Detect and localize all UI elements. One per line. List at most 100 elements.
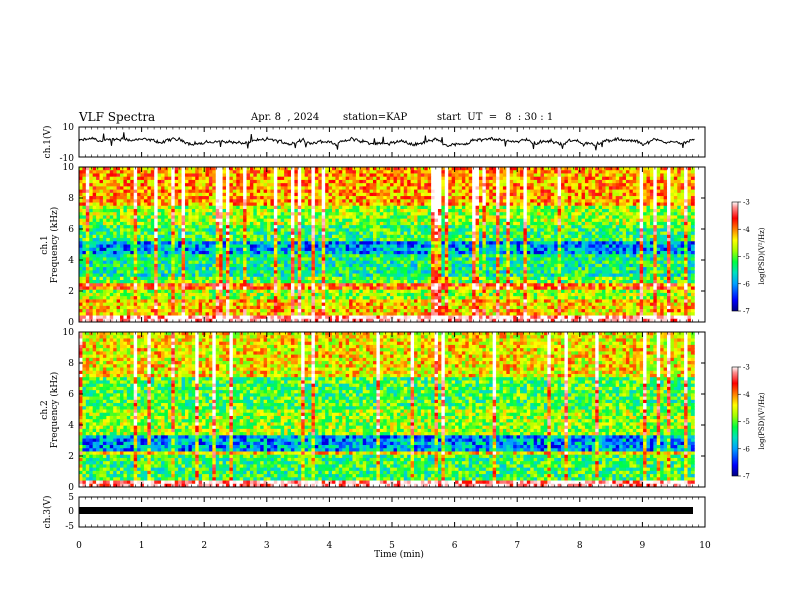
spectrogram-cell [123,250,128,255]
spectrogram-cell [496,183,500,187]
spectrogram-cell [178,250,182,255]
spectrogram-cell [403,238,408,242]
spectrogram-cell [219,183,223,187]
spectrogram-cell [660,167,664,171]
spectrogram-cell [280,192,285,197]
spectrogram-cell [581,208,586,213]
spectrogram-cell [567,167,572,171]
spectrogram-cell [116,234,121,239]
spectrogram-cell [386,234,391,239]
spectrogram-cell [434,179,439,184]
spectrogram-cell [684,238,688,242]
spectrogram-cell [277,244,282,249]
spectrogram-cell [301,241,306,245]
spectrogram-cell [581,225,586,229]
spectrogram-cell [499,234,504,239]
spectrogram-cell [533,221,538,226]
spectrogram-cell [325,228,329,232]
spectrogram-cell [516,199,521,203]
spectrogram-cell [646,202,651,207]
spectrogram-cell [455,241,459,245]
spectrogram-cell [273,170,278,174]
spectrogram-cell [636,173,641,178]
spectrogram-cell [420,186,425,191]
spectrogram-cell [376,186,381,191]
spectrogram-cell [79,186,83,191]
spectrogram-cell [602,241,606,245]
spectrogram-cell [120,215,124,220]
spectrogram-cell [321,238,326,242]
spectrogram-cell [328,186,333,191]
spectrogram-cell [109,234,114,239]
spectrogram-cell [366,192,370,197]
spectrogram-cell [482,247,487,252]
spectrogram-cell [434,241,439,245]
spectrogram-cell [687,173,692,178]
spectrogram-cell [219,215,223,220]
spectrogram-cell [550,170,555,174]
spectrogram-cell [485,199,490,203]
spectrogram-cell [184,189,189,194]
spectrogram-cell [468,196,473,200]
spectrogram-cell [567,247,572,252]
spectrogram-cell [89,218,94,223]
spectrogram-cell [451,167,456,171]
spectrogram-cell [550,202,555,207]
spectrogram-cell [602,212,606,216]
spectrogram-cell [249,170,254,174]
spectrogram-cell [321,231,326,236]
spectrogram-cell [362,176,367,181]
spectrogram-cell [492,170,497,174]
spectrogram-cell [349,218,353,223]
spectrogram-cell [591,238,596,242]
spectrogram-cell [390,192,394,197]
spectrogram-cell [656,196,661,200]
spectrogram-cell [561,215,565,220]
spectrogram-cell [308,212,312,216]
spectrogram-cell [208,186,213,191]
spectrogram-cell [318,183,323,187]
spectrogram-cell [376,170,381,174]
spectrogram-cell [441,212,446,216]
spectrogram-cell [690,218,695,223]
spectrogram-cell [222,250,227,255]
spectrogram-cell [608,199,613,203]
spectrogram-cell [400,179,405,184]
spectrogram-cell [311,199,316,203]
spectrogram-cell [383,225,388,229]
spectrogram-cell [355,202,360,207]
spectrogram-cell [352,208,357,213]
spectrogram-cell [424,170,429,174]
spectrogram-cell [461,241,466,245]
spectrogram-cell [485,218,490,223]
spectrogram-cell [133,231,138,236]
spectrogram-cell [253,179,258,184]
spectrogram-cell [277,250,282,255]
spectrogram-cell [461,192,466,197]
spectrogram-cell [270,225,275,229]
spectrogram-cell [513,186,517,191]
spectrogram-cell [184,225,189,229]
spectrogram-cell [352,192,357,197]
spectrogram-cell [543,212,548,216]
spectrogram-cell [157,170,162,174]
spectrogram-cell [215,231,220,236]
spectrogram-cell [420,225,425,229]
spectrogram-cell [202,170,206,174]
spectrogram-cell [150,234,155,239]
spectrogram-cell [249,186,254,191]
spectrogram-cell [284,241,288,245]
spectrogram-cell [643,212,647,216]
spectrogram-cell [181,186,186,191]
spectrogram-cell [673,192,678,197]
spectrogram-cell [550,208,555,213]
spectrogram-cell [236,221,241,226]
spectrogram-cell [109,205,114,210]
spectrogram-cell [434,221,439,226]
spectrogram-cell [362,208,367,213]
spectrogram-cell [578,186,582,191]
spectrogram-cell [475,176,480,181]
spectrogram-cell [304,228,309,232]
spectrogram-cell [612,167,617,171]
spectrogram-cell [174,173,179,178]
